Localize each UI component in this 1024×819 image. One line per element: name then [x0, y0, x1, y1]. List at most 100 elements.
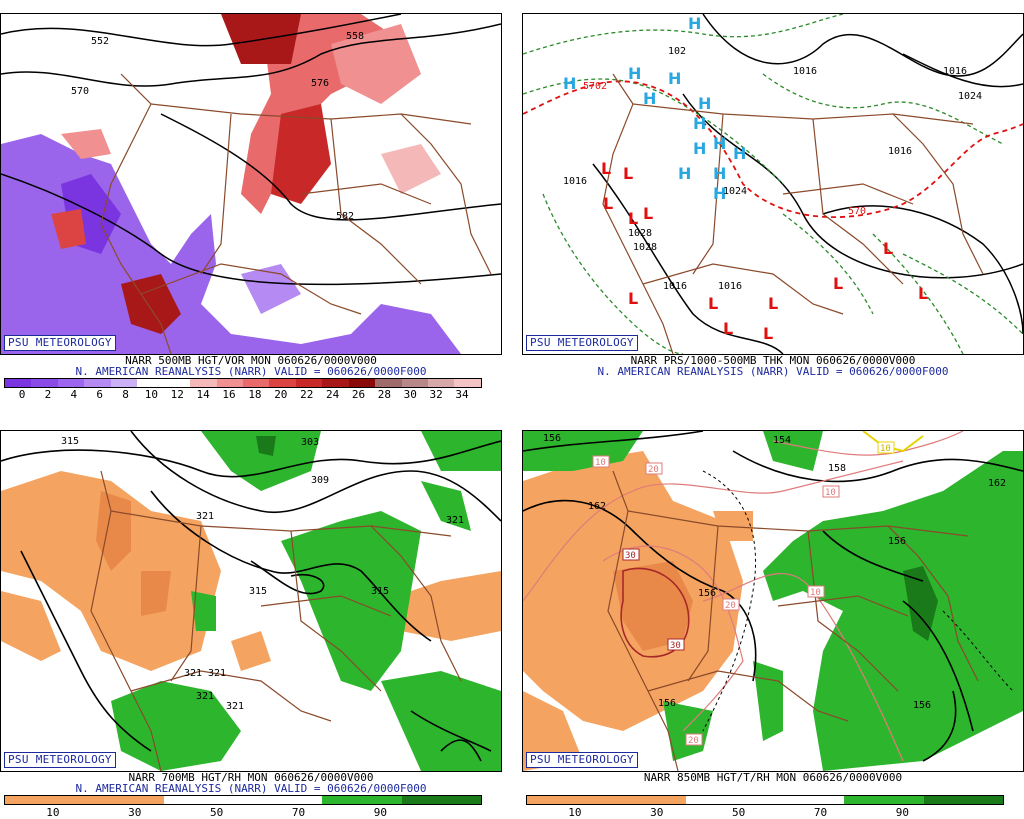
temp-label-box: 20: [685, 733, 703, 746]
isobar-label: 1024: [723, 186, 747, 197]
contour-label: 315: [61, 436, 79, 447]
temp-label: 20: [688, 736, 699, 746]
colorbar-tick-label: 30: [650, 806, 664, 819]
panel-subtitle: N. AMERICAN REANALYSIS (NARR) VALID = 06…: [75, 365, 427, 378]
contour-label: 303: [301, 437, 319, 448]
colorbar-swatch: [269, 379, 296, 387]
colorbar-tick-label: 32: [429, 388, 443, 401]
temp-label-box: 30: [622, 548, 640, 561]
colorbar-tick-label: 30: [128, 806, 142, 819]
contour-label: 156: [888, 536, 906, 547]
colorbar-swatch: [322, 379, 349, 387]
temp-label: 10: [595, 458, 606, 468]
panel-pressure-thickness: H H H H H H H H H H H H H L L L L L: [522, 0, 1024, 402]
colorbar-swatch: [375, 379, 402, 387]
high-marker: H: [643, 89, 656, 108]
colorbar-tick-label: 8: [122, 388, 129, 401]
contour-label: 158: [828, 463, 846, 474]
isobar-label: 102: [668, 46, 686, 57]
colorbar-tick-label: 70: [291, 806, 306, 819]
colorbar-swatch: [137, 379, 164, 387]
colorbar-tick-label: 20: [274, 388, 288, 401]
panel-title: NARR 700MB HGT/RH MON 060626/0000V000: [128, 771, 374, 784]
colorbar-tick-label: 70: [813, 806, 828, 819]
high-marker: H: [628, 64, 641, 83]
low-marker: L: [833, 274, 843, 293]
colorbar-swatch: [57, 379, 85, 387]
map-850mb: 156 154 158 162 162 156 156 156 156 10 2…: [522, 430, 1024, 772]
high-marker: H: [698, 94, 711, 113]
contour-label: 558: [346, 31, 364, 42]
colorbar-tick-label: 10: [568, 806, 582, 819]
contour-label: 162: [588, 501, 606, 512]
temp-label-box: 20: [722, 598, 740, 611]
colorbar-tick-label: 6: [96, 388, 103, 401]
high-marker: H: [688, 14, 701, 33]
temp-label: 20: [725, 601, 736, 611]
low-marker: L: [623, 164, 633, 183]
isobar-label: 1028: [628, 228, 652, 239]
low-marker: L: [763, 324, 773, 343]
temp-label: 10: [825, 488, 836, 498]
temp-label-box: 10: [592, 455, 610, 468]
colorbar-tick-label: 90: [373, 806, 388, 819]
panel-subtitle: N. AMERICAN REANALYSIS (NARR) VALID = 06…: [75, 782, 427, 795]
isobar-label: 1016: [943, 66, 967, 77]
colorbar-swatch: [31, 379, 58, 387]
map-pressure: H H H H H H H H H H H H H L L L L L: [522, 13, 1024, 355]
low-marker: L: [643, 204, 653, 223]
low-marker: L: [883, 239, 893, 258]
low-marker: L: [918, 284, 928, 303]
psu-meteorology-badge: PSU METEOROLOGY: [526, 335, 638, 351]
colorbar-swatch: [348, 379, 376, 387]
low-marker: L: [628, 289, 638, 308]
low-marker: L: [628, 209, 638, 228]
isobar-label: 1016: [793, 66, 817, 77]
colorbar-tick-label: 50: [210, 806, 224, 819]
low-marker: L: [601, 159, 611, 178]
colorbar-tick-label: 18: [248, 388, 262, 401]
high-marker: H: [693, 114, 706, 133]
panel-subtitle: N. AMERICAN REANALYSIS (NARR) VALID = 06…: [597, 365, 949, 378]
high-marker: H: [563, 74, 576, 93]
panel-700mb-rh: 315 303 309 321 321 315 315 321 321 321 …: [0, 418, 502, 819]
high-marker: H: [733, 144, 746, 163]
temp-label-box: 20: [645, 462, 663, 475]
colorbar-swatch: [428, 379, 455, 387]
map-pressure-svg: H H H H H H H H H H H H H L L L L L: [523, 14, 1023, 354]
rh-colorbar: [526, 795, 1004, 805]
vorticity-negative-area: [1, 134, 461, 354]
contour-label: 156: [658, 698, 676, 709]
contour-label: 315: [249, 586, 267, 597]
vorticity-colorbar: [4, 378, 482, 388]
low-marker: L: [768, 294, 778, 313]
high-marker: H: [693, 139, 706, 158]
colorbar-swatch: [110, 379, 138, 387]
contour-label: 156: [543, 433, 561, 444]
map-500mb-svg: 552 558 570 576 582: [1, 14, 501, 354]
contour-label: 321: [446, 515, 464, 526]
contour-label: 576: [311, 78, 329, 89]
contour-label: 582: [336, 211, 354, 222]
isobar-label: 1016: [663, 281, 687, 292]
panel-title: NARR PRS/1000-500MB THK MON 060626/0000V…: [630, 354, 916, 367]
contour-label: 156: [698, 588, 716, 599]
temp-label: 20: [648, 465, 659, 475]
colorbar-tick-label: 24: [325, 388, 340, 401]
contour-label: 321: [226, 701, 244, 712]
map-700mb: 315 303 309 321 321 315 315 321 321 321 …: [0, 430, 502, 772]
contour-label: 321: [196, 511, 214, 522]
colorbar-tick-label: 34: [455, 388, 469, 401]
panel-850mb-temp-rh: 156 154 158 162 162 156 156 156 156 10 2…: [522, 418, 1024, 819]
colorbar-tick-label: 4: [70, 388, 78, 401]
temp-label-box: 30: [667, 638, 685, 651]
contour-label: 309: [311, 475, 329, 486]
colorbar-tick-label: 12: [170, 388, 184, 401]
temp-label-box: 10: [807, 585, 825, 598]
colorbar-tick-label: 28: [377, 388, 391, 401]
high-marker: H: [668, 69, 681, 88]
rh-colorbar-ticks: 10 30 50 70 90: [4, 806, 480, 819]
isobar-label: 1016: [563, 176, 587, 187]
colorbar-tick-label: 50: [732, 806, 746, 819]
map-500mb: 552 558 570 576 582 PSU METEOROLOGY: [0, 13, 502, 355]
